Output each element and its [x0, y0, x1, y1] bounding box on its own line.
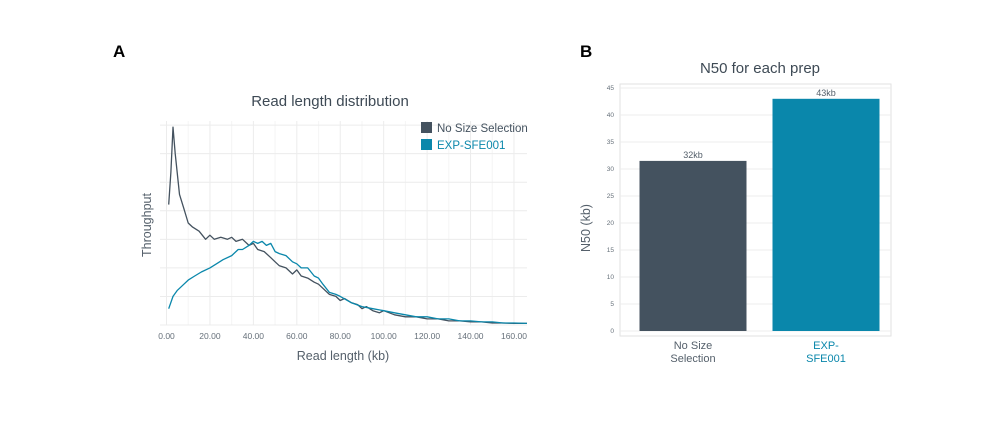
y-tick-label: 45: [607, 85, 615, 92]
x-tick-label: 20.00: [199, 331, 221, 341]
read-length-title: Read length distribution: [251, 93, 409, 110]
x-tick-label: 60.00: [286, 331, 308, 341]
y-tick-label: 0: [610, 328, 614, 335]
y-tick-label: 30: [607, 166, 615, 173]
series-line-no-size-selection: [168, 126, 527, 325]
y-tick-label: 10: [607, 274, 615, 281]
y-tick-label: 40: [607, 112, 615, 119]
legend-label-no-size-selection: No Size Selection: [437, 123, 528, 135]
bar-value-label: 32kb: [683, 150, 703, 160]
bar-no-size-selection: [639, 160, 747, 331]
n50-plot-frame: [619, 83, 892, 337]
x-tick-label: 160.00: [501, 331, 527, 341]
read-length-series: [168, 126, 528, 325]
x-tick-label: 40.00: [243, 331, 265, 341]
y-tick-label: 25: [607, 193, 615, 200]
category-label-exp-sfe001: SFE001: [806, 353, 846, 365]
legend-label-exp-sfe001: EXP-SFE001: [437, 140, 505, 152]
y-tick-label: 5: [610, 301, 614, 308]
n50-chart: N50 for each prep 0 5 10 15 20 25 30 35 40 45 N50…: [579, 60, 892, 365]
legend-swatch-exp-sfe001: [421, 139, 432, 150]
read-length-chart: Read length distribution Throughput Read…: [140, 93, 528, 363]
bar-value-label: 43kb: [816, 88, 836, 98]
read-length-axis-label: Read length (kb): [297, 349, 389, 363]
category-label-no-size-selection: Selection: [670, 353, 715, 365]
read-length-legend: No Size Selection EXP-SFE001: [421, 122, 528, 152]
legend-swatch-no-size-selection: [421, 122, 432, 133]
category-label-exp-sfe001: EXP-: [813, 340, 839, 352]
x-tick-label: 140.00: [458, 331, 484, 341]
bar-exp-sfe001: [772, 98, 880, 331]
y-tick-label: 35: [607, 139, 615, 146]
x-tick-label: 80.00: [330, 331, 352, 341]
panel-b-letter: B: [580, 42, 592, 61]
n50-axis-label: N50 (kb): [579, 204, 593, 252]
series-line-exp-sfe001: [168, 240, 528, 325]
panel-a-letter: A: [113, 42, 125, 61]
category-label-no-size-selection: No Size: [674, 340, 713, 352]
x-tick-label: 120.00: [414, 331, 440, 341]
read-length-x-ticks: 0.00 20.00 40.00 60.00 80.00 100.00 120.00 140.…: [158, 331, 527, 341]
y-tick-label: 20: [607, 220, 615, 227]
throughput-axis-label: Throughput: [140, 193, 154, 257]
y-tick-label: 15: [607, 247, 615, 254]
x-tick-label: 0.00: [158, 331, 175, 341]
n50-title: N50 for each prep: [700, 60, 820, 77]
x-tick-label: 100.00: [371, 331, 397, 341]
